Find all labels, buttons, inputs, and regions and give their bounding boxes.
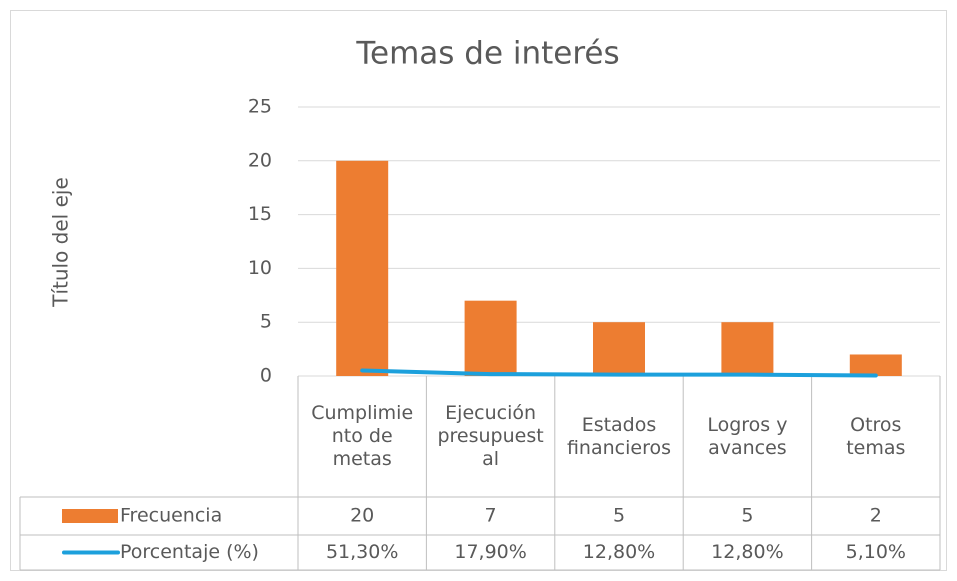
table-value: 2 bbox=[870, 505, 882, 527]
bar bbox=[336, 160, 389, 376]
table-value: 12,80% bbox=[583, 541, 655, 563]
bar bbox=[849, 354, 902, 376]
y-tick-label: 0 bbox=[260, 365, 272, 387]
legend-key bbox=[62, 509, 118, 523]
y-tick-label: 20 bbox=[248, 149, 272, 171]
chart-border bbox=[10, 10, 947, 571]
bar bbox=[593, 322, 645, 376]
x-tick-label: Estados financieros bbox=[566, 413, 671, 459]
table-value: 17,90% bbox=[454, 541, 526, 563]
x-tick-label: Otros temas bbox=[846, 413, 906, 459]
x-tick-label: Ejecución presupuestal bbox=[437, 402, 544, 470]
y-axis-title: Título del eje bbox=[49, 177, 73, 308]
line bbox=[360, 368, 878, 378]
x-tick-label: Cumplimiento de metas bbox=[311, 402, 414, 470]
table-value: 51,30% bbox=[326, 541, 398, 563]
y-tick-label: 25 bbox=[248, 96, 272, 118]
chart-title: Temas de interés bbox=[355, 36, 619, 72]
table-value: 5,10% bbox=[846, 541, 906, 563]
legend-label: Porcentaje (%) bbox=[120, 541, 259, 563]
y-tick-label: 5 bbox=[260, 311, 272, 333]
y-tick-label: 15 bbox=[248, 203, 272, 225]
table-value: 12,80% bbox=[711, 541, 783, 563]
bar bbox=[464, 300, 517, 376]
x-tick-label: Logros y avances bbox=[707, 413, 788, 459]
table-value: 5 bbox=[741, 505, 753, 527]
bar bbox=[721, 322, 774, 376]
y-tick-label: 10 bbox=[248, 257, 272, 279]
legend-label: Frecuencia bbox=[120, 505, 222, 527]
table-value: 5 bbox=[613, 505, 625, 527]
table-value: 20 bbox=[350, 505, 374, 527]
table-value: 7 bbox=[485, 505, 497, 527]
